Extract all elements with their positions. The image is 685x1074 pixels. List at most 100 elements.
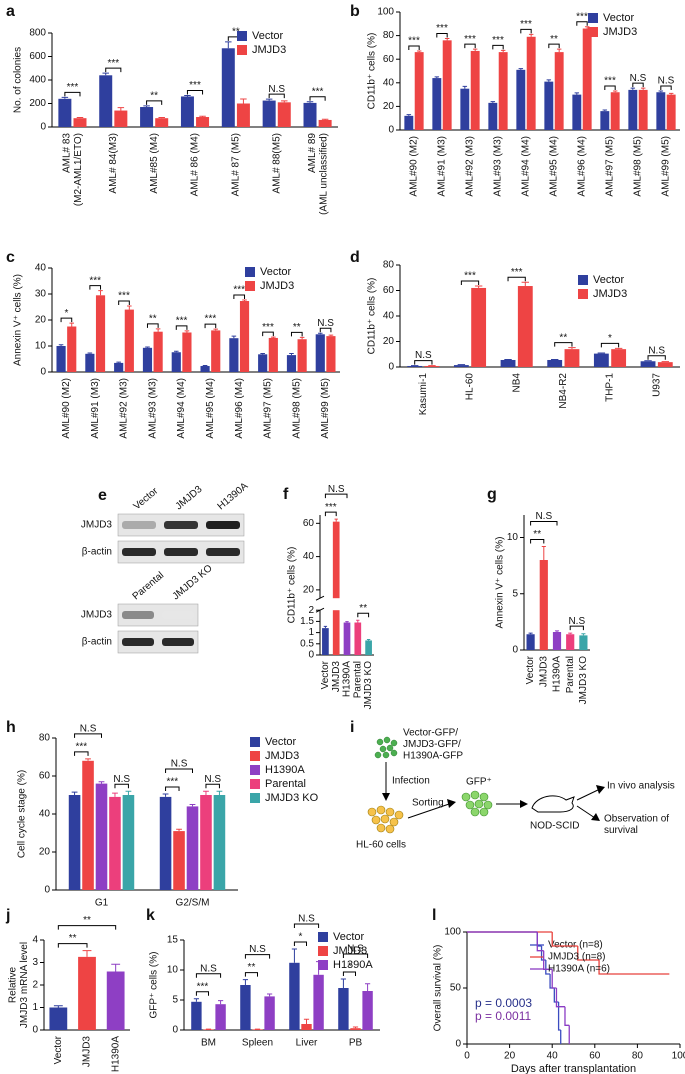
bar <box>640 361 656 367</box>
bar <box>106 971 125 1030</box>
error-bar <box>82 950 92 957</box>
bar <box>544 81 554 130</box>
legend-swatch <box>588 27 598 37</box>
y-tick-label: 20 <box>383 101 395 112</box>
bracket <box>530 521 558 526</box>
lane-label: JMJD3 <box>174 484 205 513</box>
x-tick-label: AML# 87 (M5) <box>230 133 241 196</box>
bar <box>453 365 469 367</box>
error-bar <box>568 632 573 635</box>
bar <box>200 795 212 890</box>
y-tick-label: 2 <box>32 980 38 991</box>
y-axis-label: GFP⁺ cells (%) <box>149 952 160 1019</box>
error-bar <box>574 92 580 95</box>
x-tick-label: PB <box>349 1038 363 1049</box>
significance-label: ** <box>248 962 256 973</box>
error-bar <box>265 98 273 101</box>
bar <box>258 354 268 372</box>
y-tick-label: 10 <box>167 965 179 976</box>
bar <box>239 301 250 372</box>
blot-strip <box>117 630 199 654</box>
error-bar <box>462 85 468 89</box>
bracket <box>195 973 222 978</box>
error-bar <box>158 116 165 119</box>
bar <box>200 366 210 372</box>
y-tick-label: 200 <box>29 98 46 109</box>
bracket <box>660 85 672 91</box>
y-axis-label: Annexin V⁺ cells (%) <box>13 274 24 366</box>
bracket <box>186 90 204 95</box>
error-bar <box>602 109 608 112</box>
error-bar <box>597 352 606 354</box>
error-bar <box>584 26 590 29</box>
significance-label: *** <box>436 23 448 34</box>
error-bar <box>85 758 91 761</box>
bar <box>114 110 128 127</box>
error-bar <box>474 285 483 288</box>
diagram-text: In vivo analysis <box>607 781 675 792</box>
legend-label: JMJD3 KO <box>265 792 319 804</box>
bar <box>313 974 324 1030</box>
x-tick-label: H1390A <box>552 656 563 692</box>
x-tick-label: AML#96 (M4) <box>577 136 588 197</box>
bar <box>610 92 620 130</box>
y-tick-label: 60 <box>39 771 51 782</box>
panel-label: e <box>98 487 107 504</box>
bar <box>196 117 210 127</box>
panel-label: i <box>350 719 354 736</box>
error-bar <box>217 1000 224 1005</box>
row-label: β-actin <box>82 547 112 558</box>
bracket <box>324 493 348 499</box>
bar <box>229 338 239 372</box>
error-bar <box>184 330 190 333</box>
significance-label: * <box>299 932 303 943</box>
panel-label: h <box>6 719 16 736</box>
x-tick-label: AML#91 (M3) <box>437 136 448 197</box>
bar <box>286 355 297 372</box>
lane-label: JMJD3 KO <box>171 563 215 603</box>
error-bar <box>260 353 265 355</box>
legend-swatch <box>318 960 328 970</box>
significance-label: ** <box>533 529 541 540</box>
bar <box>354 622 362 655</box>
error-bar <box>568 347 576 350</box>
bar <box>657 362 673 367</box>
significance-label: ** <box>83 915 91 926</box>
y-axis-label: Cell cycle stage (%) <box>17 770 28 858</box>
bracket <box>293 923 320 928</box>
error-bar <box>317 332 323 335</box>
bar <box>56 346 66 372</box>
x-tick-label: AML#90 (M2) <box>409 136 420 197</box>
y-tick-label: 20 <box>383 336 395 347</box>
error-bar <box>162 793 169 797</box>
significance-label: *** <box>511 267 523 278</box>
y-tick-label: 40 <box>383 311 395 322</box>
bar <box>268 337 278 372</box>
error-bar <box>340 978 347 988</box>
significance-label: N.S <box>568 616 585 627</box>
error-bar <box>528 632 533 635</box>
significance-label: *** <box>107 58 119 69</box>
bar <box>122 795 135 890</box>
significance-label: *** <box>189 80 201 91</box>
significance-label: *** <box>118 291 130 302</box>
arrow-head <box>520 800 528 808</box>
legend-label: JMJD3 <box>603 26 637 38</box>
diagram-text: Sorting <box>412 798 444 809</box>
y-tick-label: 400 <box>29 75 46 86</box>
bracket <box>576 21 588 26</box>
bar <box>332 610 340 655</box>
significance-label: *** <box>464 271 476 282</box>
bracket <box>647 355 666 360</box>
y-tick-label: 4 <box>32 935 38 946</box>
bar <box>171 352 181 372</box>
bar <box>215 1004 226 1030</box>
bar <box>303 102 317 127</box>
bracket <box>165 786 180 792</box>
blot-strip <box>117 603 199 627</box>
significance-label: N.S <box>80 724 97 735</box>
legend-swatch <box>245 281 255 291</box>
bracket <box>342 971 356 976</box>
significance-label: ** <box>232 26 240 37</box>
